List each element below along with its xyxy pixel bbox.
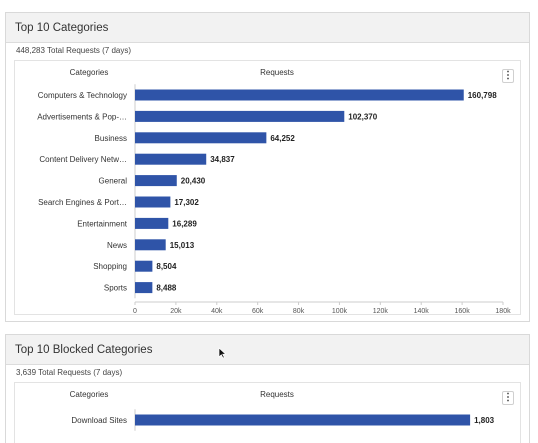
bar-value-label: 1,803 <box>474 416 495 425</box>
bar-value-label: 8,488 <box>156 284 177 293</box>
top-blocked-categories-panel: Top 10 Blocked Categories 3,639 Total Re… <box>5 334 530 443</box>
x-axis-tick-label: 100k <box>332 308 348 314</box>
category-label: News <box>107 241 127 250</box>
bar <box>135 110 345 122</box>
x-axis-tick-label: 160k <box>455 308 471 314</box>
category-label: Shopping <box>93 262 127 271</box>
bar-value-label: 17,302 <box>174 198 199 207</box>
chart-container: ⋮ Categories Requests 0 20k 40k 60k 80k 100k 120… <box>14 60 521 315</box>
category-label: Business <box>95 134 127 143</box>
category-column-header: Categories <box>70 68 109 77</box>
bar-value-label: 20,430 <box>181 177 206 186</box>
bar-value-label: 16,289 <box>172 219 197 228</box>
bar-value-label: 64,252 <box>270 134 295 143</box>
requests-column-header: Requests <box>260 390 294 399</box>
panel-header: Top 10 Blocked Categories <box>6 335 529 365</box>
x-axis-tick-label: 140k <box>414 308 430 314</box>
total-requests-label: 448,283 Total Requests (7 days) <box>16 46 132 55</box>
x-axis-tick-label: 180k <box>495 308 511 314</box>
category-column-header: Categories <box>70 390 109 399</box>
bar-value-label: 34,837 <box>210 155 235 164</box>
more-vertical-icon: ⋮ <box>503 392 513 403</box>
bar <box>135 239 166 251</box>
bar <box>135 196 171 208</box>
x-axis-tick-label: 80k <box>293 308 305 314</box>
total-requests-label: 3,639 Total Requests (7 days) <box>16 368 123 377</box>
top-blocked-categories-chart: Categories Requests Download Sites 1,803 <box>70 390 495 431</box>
bar <box>135 414 471 426</box>
bar <box>135 153 207 165</box>
chart-container: ⋮ Categories Requests Download Sites 1,803 <box>14 382 521 443</box>
category-label: Advertisements & Pop-… <box>37 112 127 121</box>
chart-menu-button[interactable]: ⋮ <box>502 391 514 405</box>
bar-value-label: 102,370 <box>348 112 377 121</box>
x-axis-tick-label: 40k <box>211 308 223 314</box>
category-label: Download Sites <box>71 416 127 425</box>
category-label: Search Engines & Port… <box>38 198 127 207</box>
bar-value-label: 160,798 <box>468 91 497 100</box>
category-label: Computers & Technology <box>38 91 127 100</box>
category-label: Content Delivery Netw… <box>39 155 127 164</box>
top-categories-panel: Top 10 Categories 448,283 Total Requests… <box>5 12 530 322</box>
top-categories-chart: Categories Requests 0 20k 40k 60k 80k 100k 120k 1… <box>37 68 511 315</box>
chart-menu-button[interactable]: ⋮ <box>502 69 514 83</box>
x-axis-tick-label: 0 <box>133 308 137 314</box>
panel-title: Top 10 Blocked Categories <box>15 343 153 356</box>
bar <box>135 132 267 144</box>
more-vertical-icon: ⋮ <box>503 70 513 81</box>
category-label: Entertainment <box>77 219 128 228</box>
panel-title: Top 10 Categories <box>15 21 109 34</box>
requests-column-header: Requests <box>260 68 294 77</box>
bar <box>135 89 464 101</box>
panel-header: Top 10 Categories <box>6 13 529 43</box>
bar <box>135 260 153 272</box>
category-label: Sports <box>104 284 127 293</box>
bar-value-label: 15,013 <box>170 241 195 250</box>
x-axis-tick-label: 60k <box>252 308 264 314</box>
bar-value-label: 8,504 <box>156 262 177 271</box>
bar <box>135 282 153 294</box>
x-axis-tick-label: 20k <box>170 308 182 314</box>
bar <box>135 175 177 187</box>
x-axis-tick-label: 120k <box>373 308 389 314</box>
category-label: General <box>99 177 128 186</box>
mouse-pointer-icon <box>218 347 227 359</box>
bar <box>135 217 169 229</box>
